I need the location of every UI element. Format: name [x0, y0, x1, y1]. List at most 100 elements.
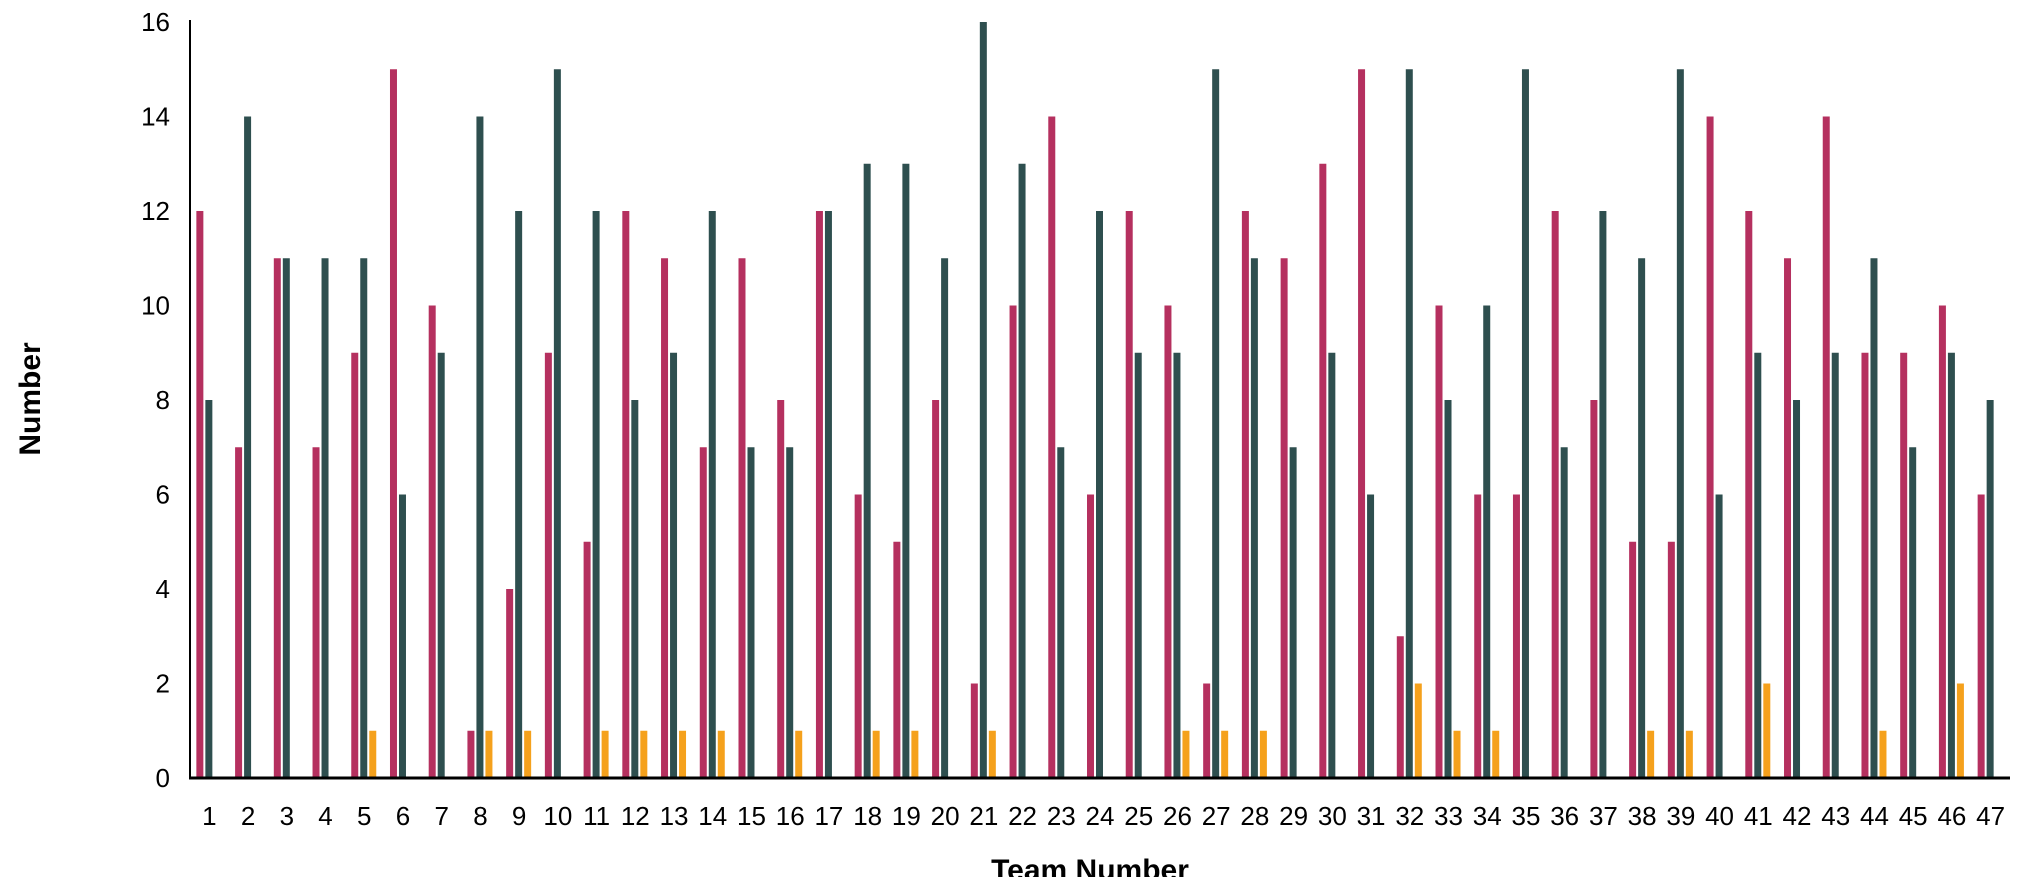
bar-series2-team-43 — [1831, 352, 1839, 778]
bar-series2-team-2 — [244, 116, 252, 778]
bar-series3-team-16 — [795, 730, 803, 778]
bar-series1-team-29 — [1280, 258, 1288, 778]
bar-series1-team-2 — [235, 447, 243, 778]
bar-series1-team-21 — [970, 683, 978, 778]
bar-series1-team-36 — [1551, 211, 1559, 778]
x-tick-label: 25 — [1124, 801, 1153, 831]
bar-series2-team-6 — [398, 494, 406, 778]
bar-series2-team-21 — [979, 22, 987, 778]
x-tick-label: 10 — [543, 801, 572, 831]
y-tick-label: 10 — [141, 291, 170, 321]
bar-series1-team-4 — [312, 447, 320, 778]
y-tick-label: 16 — [141, 7, 170, 37]
bar-series2-team-39 — [1676, 69, 1684, 778]
x-tick-label: 14 — [698, 801, 727, 831]
bar-series2-team-26 — [1173, 352, 1181, 778]
bar-series2-team-17 — [824, 211, 832, 778]
y-axis-title: Number — [14, 342, 47, 456]
bar-series2-team-27 — [1212, 69, 1220, 778]
x-tick-label: 21 — [969, 801, 998, 831]
x-tick-label: 3 — [280, 801, 294, 831]
bar-series2-team-32 — [1405, 69, 1413, 778]
bar-series1-team-9 — [506, 589, 514, 778]
y-tick-label: 2 — [156, 669, 170, 699]
x-tick-label: 9 — [512, 801, 526, 831]
bar-series1-team-37 — [1590, 400, 1598, 778]
bar-series3-team-12 — [640, 730, 648, 778]
y-tick-label: 14 — [141, 102, 170, 132]
bar-series2-team-31 — [1367, 494, 1375, 778]
x-tick-label: 20 — [931, 801, 960, 831]
x-tick-label: 26 — [1163, 801, 1192, 831]
bar-series2-team-38 — [1638, 258, 1646, 778]
bar-series1-team-8 — [467, 730, 475, 778]
bar-series1-team-41 — [1745, 211, 1753, 778]
bar-series1-team-20 — [932, 400, 940, 778]
bar-series1-team-19 — [893, 541, 901, 778]
y-tick-labels: 0 2 4 6 8 10 12 14 16 — [141, 7, 170, 793]
bar-series3-team-32 — [1414, 683, 1422, 778]
bar-series2-team-44 — [1870, 258, 1878, 778]
x-tick-label: 42 — [1783, 801, 1812, 831]
x-tick-label: 31 — [1357, 801, 1386, 831]
x-tick-label: 22 — [1008, 801, 1037, 831]
x-tick-label: 15 — [737, 801, 766, 831]
x-tick-labels: 1 2 3 4 5 6 7 8 9 10 11 12 13 14 15 16 17 18 19 20 21 22 23 24 2… — [202, 801, 2005, 831]
x-tick-label: 35 — [1511, 801, 1540, 831]
x-tick-label: 11 — [583, 801, 610, 831]
bar-series1-team-31 — [1358, 69, 1366, 778]
bar-series2-team-24 — [1096, 211, 1103, 778]
bar-series1-team-10 — [544, 352, 552, 778]
x-tick-label: 5 — [357, 801, 371, 831]
bar-series2-team-4 — [321, 258, 329, 778]
bar-series2-team-19 — [902, 163, 910, 778]
bar-series1-team-16 — [777, 400, 785, 778]
bar-series1-team-3 — [273, 258, 281, 778]
bar-series1-team-42 — [1784, 258, 1792, 778]
bar-series2-team-28 — [1250, 258, 1258, 778]
bar-series3-team-41 — [1763, 683, 1771, 778]
bar-series2-team-45 — [1909, 447, 1917, 778]
bar-series1-team-18 — [854, 494, 862, 778]
bar-series1-team-35 — [1512, 494, 1520, 778]
bar-series1-team-14 — [699, 447, 707, 778]
bar-series3-team-19 — [911, 730, 919, 778]
bar-series1-team-38 — [1629, 541, 1637, 778]
bar-series2-team-1 — [205, 400, 213, 778]
bar-series2-team-47 — [1986, 400, 1994, 778]
bar-series1-team-25 — [1125, 211, 1133, 778]
bar-series3-team-9 — [524, 730, 532, 778]
bar-series2-team-16 — [786, 447, 794, 778]
bar-series1-team-46 — [1938, 305, 1946, 778]
bar-series1-team-34 — [1474, 494, 1482, 778]
bar-series1-team-22 — [1009, 305, 1017, 778]
bar-series3-team-27 — [1221, 730, 1229, 778]
x-tick-label: 19 — [892, 801, 921, 831]
bar-series2-team-5 — [360, 258, 368, 778]
y-tick-label: 8 — [156, 385, 170, 415]
bar-series2-team-23 — [1057, 447, 1065, 778]
x-tick-label: 1 — [202, 801, 216, 831]
x-tick-label: 32 — [1395, 801, 1424, 831]
bar-series2-team-36 — [1560, 447, 1568, 778]
x-tick-label: 6 — [396, 801, 410, 831]
bar-series2-team-22 — [1018, 163, 1026, 778]
x-tick-label: 30 — [1318, 801, 1347, 831]
bar-series2-team-33 — [1444, 400, 1452, 778]
bar-series2-team-37 — [1599, 211, 1607, 778]
bar-series2-team-3 — [282, 258, 290, 778]
bar-series2-team-14 — [708, 211, 716, 778]
bar-series3-team-34 — [1492, 730, 1500, 778]
x-tick-label: 2 — [241, 801, 255, 831]
bar-series2-team-29 — [1289, 447, 1297, 778]
bar-series3-team-28 — [1259, 730, 1267, 778]
bar-series2-team-18 — [863, 163, 871, 778]
x-tick-label: 43 — [1821, 801, 1850, 831]
bar-series1-team-47 — [1977, 494, 1985, 778]
bar-series1-team-24 — [1087, 494, 1094, 778]
bar-series1-team-5 — [351, 352, 359, 778]
y-tick-label: 0 — [156, 763, 170, 793]
bar-series2-team-9 — [515, 211, 523, 778]
